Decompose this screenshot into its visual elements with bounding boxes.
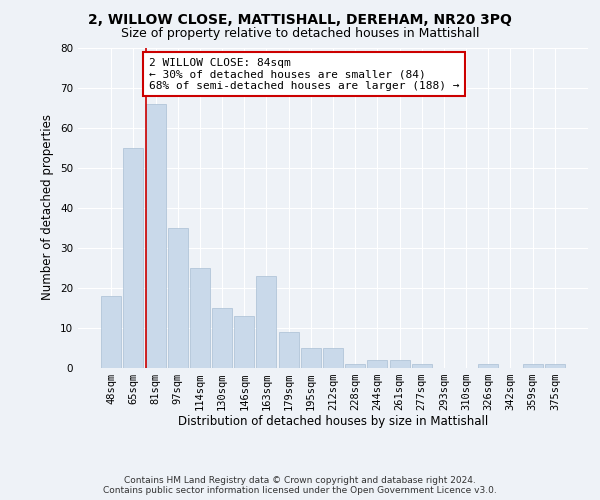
- Bar: [256, 276, 277, 368]
- Bar: [389, 360, 410, 368]
- Bar: [146, 104, 166, 368]
- Bar: [345, 364, 365, 368]
- Bar: [101, 296, 121, 368]
- X-axis label: Distribution of detached houses by size in Mattishall: Distribution of detached houses by size …: [178, 416, 488, 428]
- Bar: [234, 316, 254, 368]
- Text: 2 WILLOW CLOSE: 84sqm
← 30% of detached houses are smaller (84)
68% of semi-deta: 2 WILLOW CLOSE: 84sqm ← 30% of detached …: [149, 58, 460, 90]
- Bar: [323, 348, 343, 368]
- Bar: [301, 348, 321, 368]
- Bar: [124, 148, 143, 368]
- Bar: [168, 228, 188, 368]
- Text: Size of property relative to detached houses in Mattishall: Size of property relative to detached ho…: [121, 28, 479, 40]
- Bar: [212, 308, 232, 368]
- Bar: [523, 364, 542, 368]
- Bar: [478, 364, 498, 368]
- Y-axis label: Number of detached properties: Number of detached properties: [41, 114, 55, 300]
- Bar: [367, 360, 388, 368]
- Bar: [545, 364, 565, 368]
- Bar: [190, 268, 210, 368]
- Bar: [278, 332, 299, 368]
- Text: 2, WILLOW CLOSE, MATTISHALL, DEREHAM, NR20 3PQ: 2, WILLOW CLOSE, MATTISHALL, DEREHAM, NR…: [88, 12, 512, 26]
- Bar: [412, 364, 432, 368]
- Text: Contains HM Land Registry data © Crown copyright and database right 2024.
Contai: Contains HM Land Registry data © Crown c…: [103, 476, 497, 495]
